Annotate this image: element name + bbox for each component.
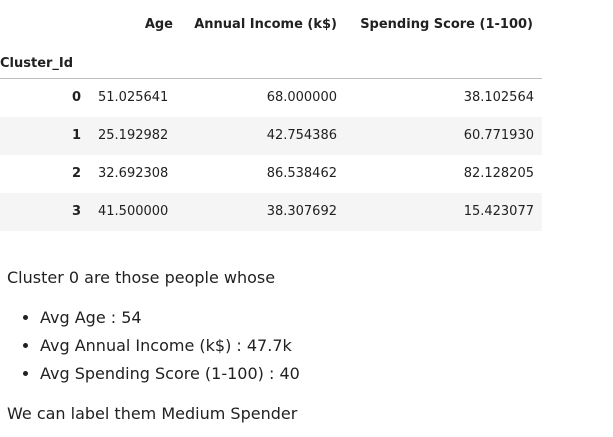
corner-cell	[0, 0, 91, 48]
cell-income: 38.307692	[266, 204, 337, 219]
row-index: 0	[71, 90, 81, 106]
list-item: Avg Age : 54	[40, 304, 607, 332]
cell-age: 32.692308	[98, 166, 169, 181]
cell-income: 68.000000	[266, 90, 337, 106]
column-header-row: Age Annual Income (k$) Spending Score (1…	[0, 0, 542, 48]
list-item: Avg Annual Income (k$) : 47.7k	[40, 332, 607, 360]
row-index: 1	[71, 128, 81, 143]
table-row: 0 51.025641 68.000000 38.102564	[0, 78, 542, 117]
column-header-age: Age	[144, 16, 173, 32]
column-header-income: Annual Income (k$)	[194, 16, 337, 32]
cell-income: 42.754386	[266, 128, 337, 143]
index-name: Cluster_Id	[0, 55, 74, 71]
cell-score: 38.102564	[463, 90, 534, 106]
column-header-score: Spending Score (1-100)	[360, 16, 533, 32]
conclusion-text: We can label them Medium Spender	[7, 404, 298, 423]
list-item: Avg Spending Score (1-100) : 40	[40, 360, 607, 388]
table-row: 1 25.192982 42.754386 60.771930	[0, 116, 542, 155]
cell-score: 60.771930	[463, 128, 534, 143]
row-index: 3	[71, 204, 81, 219]
bullet-list: Avg Age : 54 Avg Annual Income (k$) : 47…	[7, 304, 607, 388]
cell-score: 82.128205	[463, 166, 534, 181]
cell-age: 51.025641	[98, 90, 169, 106]
cell-score: 15.423077	[463, 204, 534, 219]
intro-text: Cluster 0 are those people whose	[7, 268, 276, 287]
table-row: 3 41.500000 38.307692 15.423077	[0, 192, 542, 231]
cell-age: 25.192982	[98, 128, 169, 143]
dataframe-table: Age Annual Income (k$) Spending Score (1…	[0, 0, 542, 231]
row-index: 2	[71, 166, 81, 181]
index-name-row: Cluster_Id	[0, 48, 542, 79]
table-row: 2 32.692308 86.538462 82.128205	[0, 154, 542, 193]
markdown-cell: Cluster 0 are those people whose Avg Age…	[7, 264, 607, 428]
cell-income: 86.538462	[266, 166, 337, 181]
cell-age: 41.500000	[98, 204, 169, 219]
